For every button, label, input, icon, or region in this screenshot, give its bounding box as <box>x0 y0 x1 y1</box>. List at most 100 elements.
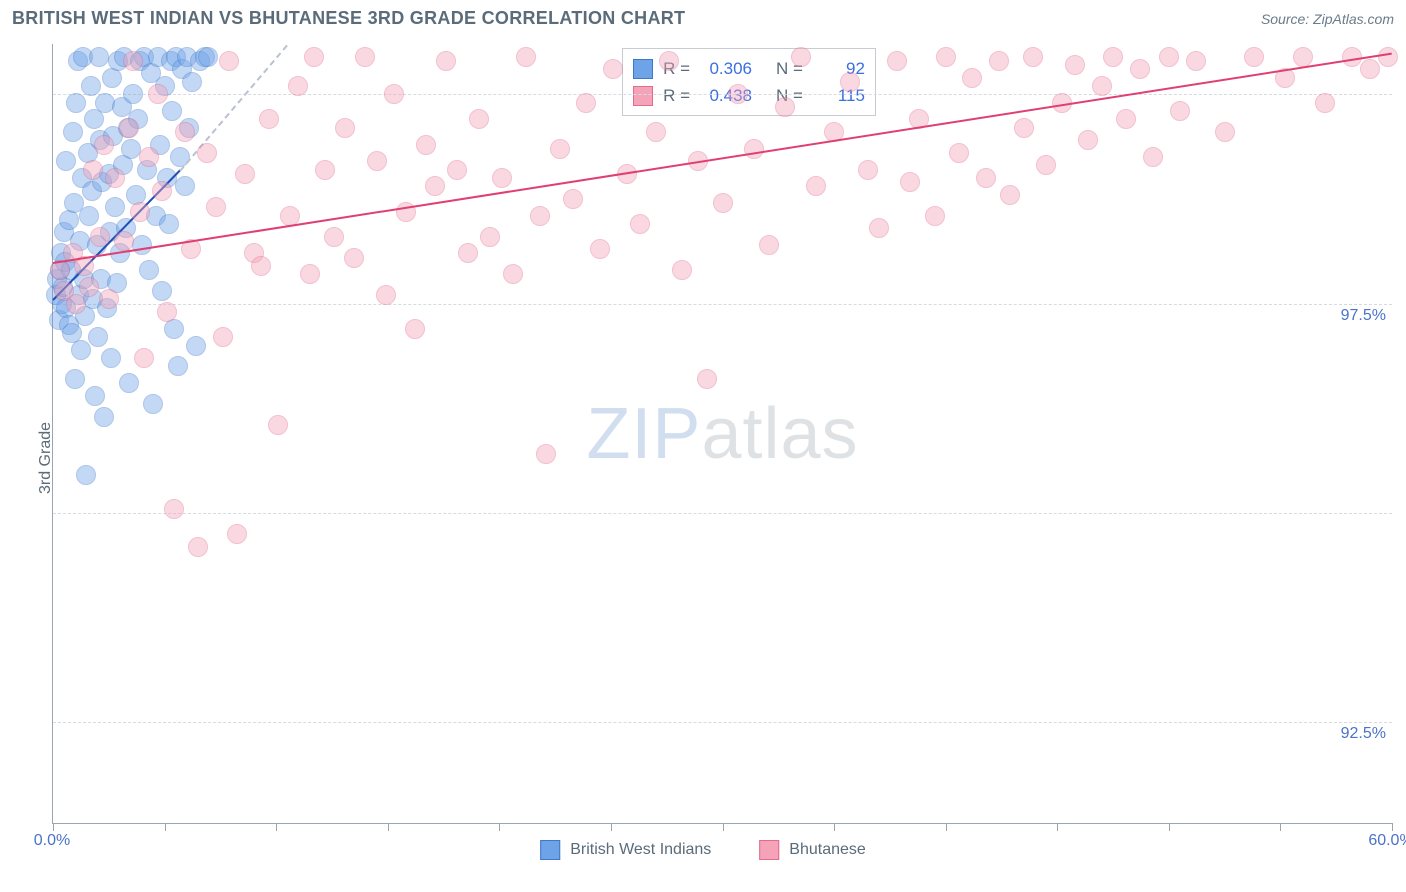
data-point-bhu <box>213 327 233 347</box>
data-point-bhu <box>148 84 168 104</box>
data-point-bhu <box>869 218 889 238</box>
data-point-bhu <box>90 227 110 247</box>
data-point-bhu <box>492 168 512 188</box>
data-point-bhu <box>206 197 226 217</box>
x-tick <box>1280 823 1281 831</box>
legend-swatch <box>633 86 653 106</box>
data-point-bhu <box>887 51 907 71</box>
data-point-bhu <box>1023 47 1043 67</box>
data-point-bhu <box>840 72 860 92</box>
x-tick <box>946 823 947 831</box>
data-point-bhu <box>396 202 416 222</box>
data-point-bhu <box>469 109 489 129</box>
data-point-bwi <box>94 407 114 427</box>
x-tick <box>388 823 389 831</box>
data-point-bhu <box>251 256 271 276</box>
gridline-h <box>53 513 1392 514</box>
gridline-h <box>53 722 1392 723</box>
y-tick-label: 92.5% <box>1341 725 1386 743</box>
data-point-bhu <box>227 524 247 544</box>
data-point-bhu <box>425 176 445 196</box>
data-point-bwi <box>85 386 105 406</box>
data-point-bhu <box>1293 47 1313 67</box>
data-point-bhu <box>1116 109 1136 129</box>
data-point-bhu <box>175 122 195 142</box>
x-tick <box>1392 823 1393 831</box>
data-point-bhu <box>1014 118 1034 138</box>
data-point-bwi <box>182 72 202 92</box>
data-point-bwi <box>56 151 76 171</box>
data-point-bwi <box>152 281 172 301</box>
data-point-bhu <box>1065 55 1085 75</box>
data-point-bwi <box>132 235 152 255</box>
gridline-h <box>53 94 1392 95</box>
data-point-bhu <box>436 51 456 71</box>
data-point-bhu <box>1130 59 1150 79</box>
data-point-bwi <box>139 260 159 280</box>
data-point-bhu <box>759 235 779 255</box>
data-point-bhu <box>188 537 208 557</box>
data-point-bhu <box>672 260 692 280</box>
data-point-bwi <box>101 348 121 368</box>
data-point-bhu <box>949 143 969 163</box>
data-point-bhu <box>268 415 288 435</box>
data-point-bhu <box>119 118 139 138</box>
data-point-bhu <box>603 59 623 79</box>
data-point-bwi <box>71 340 91 360</box>
plot-region: ZIPatlas R =0.306N =92R =0.438N =115 92.… <box>52 44 1392 824</box>
data-point-bhu <box>1315 93 1335 113</box>
data-point-bhu <box>157 302 177 322</box>
data-point-bhu <box>235 164 255 184</box>
chart-area: 3rd Grade ZIPatlas R =0.306N =92R =0.438… <box>14 44 1392 872</box>
bottom-legend: British West IndiansBhutanese <box>540 840 866 860</box>
x-tick <box>165 823 166 831</box>
chart-header: BRITISH WEST INDIAN VS BHUTANESE 3RD GRA… <box>0 0 1406 33</box>
legend-label: British West Indians <box>570 841 711 859</box>
data-point-bhu <box>384 84 404 104</box>
data-point-bhu <box>1143 147 1163 167</box>
data-point-bwi <box>168 356 188 376</box>
data-point-bhu <box>1360 59 1380 79</box>
x-tick-label: 60.0% <box>1368 832 1406 850</box>
data-point-bhu <box>480 227 500 247</box>
data-point-bhu <box>976 168 996 188</box>
y-tick-label: 97.5% <box>1341 307 1386 325</box>
data-point-bhu <box>530 206 550 226</box>
data-point-bhu <box>219 51 239 71</box>
data-point-bhu <box>280 206 300 226</box>
data-point-bhu <box>1092 76 1112 96</box>
data-point-bhu <box>335 118 355 138</box>
data-point-bhu <box>134 348 154 368</box>
data-point-bhu <box>697 369 717 389</box>
data-point-bhu <box>646 122 666 142</box>
data-point-bhu <box>791 47 811 67</box>
data-point-bhu <box>1078 130 1098 150</box>
data-point-bhu <box>728 84 748 104</box>
data-point-bhu <box>1244 47 1264 67</box>
data-point-bhu <box>344 248 364 268</box>
data-point-bhu <box>590 239 610 259</box>
data-point-bhu <box>79 277 99 297</box>
data-point-bhu <box>536 444 556 464</box>
data-point-bwi <box>143 394 163 414</box>
data-point-bhu <box>900 172 920 192</box>
data-point-bhu <box>197 143 217 163</box>
data-point-bwi <box>76 465 96 485</box>
data-point-bhu <box>105 168 125 188</box>
data-point-bhu <box>1036 155 1056 175</box>
data-point-bhu <box>858 160 878 180</box>
x-tick <box>834 823 835 831</box>
source-link[interactable]: ZipAtlas.com <box>1313 11 1394 27</box>
data-point-bhu <box>376 285 396 305</box>
data-point-bhu <box>563 189 583 209</box>
data-point-bhu <box>447 160 467 180</box>
data-point-bhu <box>1215 122 1235 142</box>
x-tick <box>1169 823 1170 831</box>
data-point-bhu <box>1378 47 1398 67</box>
data-point-bhu <box>576 93 596 113</box>
stats-row: R =0.438N =115 <box>633 82 865 109</box>
data-point-bhu <box>503 264 523 284</box>
legend-swatch <box>540 840 560 860</box>
data-point-bhu <box>123 51 143 71</box>
x-tick <box>53 823 54 831</box>
